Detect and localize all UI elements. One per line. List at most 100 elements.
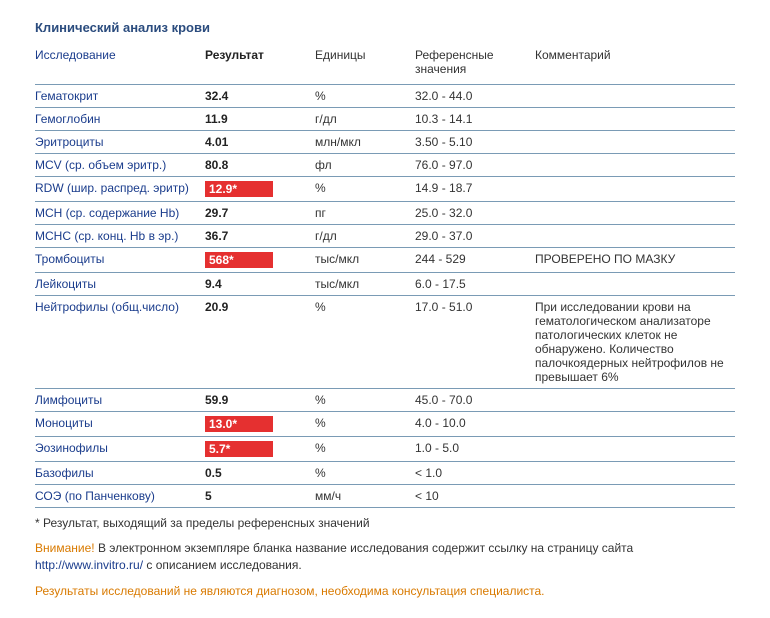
reference-range: < 1.0 bbox=[415, 462, 535, 485]
reference-range: 10.3 - 14.1 bbox=[415, 108, 535, 131]
result-value: 12.9* bbox=[205, 177, 315, 202]
result-value: 5 bbox=[205, 485, 315, 508]
result-value: 5.7* bbox=[205, 437, 315, 462]
footnote: * Результат, выходящий за пределы рефере… bbox=[35, 516, 735, 530]
notice-text-2: с описанием исследования. bbox=[143, 558, 302, 572]
test-name: Нейтрофилы (общ.число) bbox=[35, 296, 205, 389]
notice-link[interactable]: http://www.invitro.ru/ bbox=[35, 558, 143, 572]
comment: ПРОВЕРЕНО ПО МАЗКУ bbox=[535, 248, 735, 273]
result-value: 568* bbox=[205, 248, 315, 273]
reference-range: 1.0 - 5.0 bbox=[415, 437, 535, 462]
result-value: 20.9 bbox=[205, 296, 315, 389]
units: пг bbox=[315, 202, 415, 225]
comment bbox=[535, 225, 735, 248]
col-ref-header: Референсные значения bbox=[415, 43, 535, 85]
units: % bbox=[315, 437, 415, 462]
units: млн/мкл bbox=[315, 131, 415, 154]
reference-range: < 10 bbox=[415, 485, 535, 508]
col-test-header: Исследование bbox=[35, 43, 205, 85]
reference-range: 244 - 529 bbox=[415, 248, 535, 273]
reference-range: 3.50 - 5.10 bbox=[415, 131, 535, 154]
comment bbox=[535, 85, 735, 108]
comment bbox=[535, 437, 735, 462]
units: тыс/мкл bbox=[315, 273, 415, 296]
table-row: MCV (ср. объем эритр.)80.8фл76.0 - 97.0 bbox=[35, 154, 735, 177]
test-name: Базофилы bbox=[35, 462, 205, 485]
col-result-header: Результат bbox=[205, 43, 315, 85]
notice-text-1: В электронном экземпляре бланка название… bbox=[95, 541, 634, 555]
result-value: 0.5 bbox=[205, 462, 315, 485]
reference-range: 17.0 - 51.0 bbox=[415, 296, 535, 389]
units: % bbox=[315, 462, 415, 485]
units: г/дл bbox=[315, 108, 415, 131]
units: г/дл bbox=[315, 225, 415, 248]
units: % bbox=[315, 177, 415, 202]
table-row: RDW (шир. распред. эритр)12.9*%14.9 - 18… bbox=[35, 177, 735, 202]
test-name: Эритроциты bbox=[35, 131, 205, 154]
comment bbox=[535, 154, 735, 177]
test-name: MCV (ср. объем эритр.) bbox=[35, 154, 205, 177]
units: % bbox=[315, 296, 415, 389]
comment bbox=[535, 108, 735, 131]
col-units-header: Единицы bbox=[315, 43, 415, 85]
result-value: 80.8 bbox=[205, 154, 315, 177]
table-row: Лейкоциты9.4тыс/мкл6.0 - 17.5 bbox=[35, 273, 735, 296]
result-value: 59.9 bbox=[205, 389, 315, 412]
comment bbox=[535, 177, 735, 202]
table-row: СОЭ (по Панченкову)5мм/ч< 10 bbox=[35, 485, 735, 508]
comment bbox=[535, 389, 735, 412]
results-table: Исследование Результат Единицы Референсн… bbox=[35, 43, 735, 508]
result-value: 4.01 bbox=[205, 131, 315, 154]
result-value: 32.4 bbox=[205, 85, 315, 108]
reference-range: 45.0 - 70.0 bbox=[415, 389, 535, 412]
table-row: MCHC (ср. конц. Hb в эр.)36.7г/дл29.0 - … bbox=[35, 225, 735, 248]
notice-warn: Внимание! bbox=[35, 541, 95, 555]
table-row: Тромбоциты568*тыс/мкл244 - 529ПРОВЕРЕНО … bbox=[35, 248, 735, 273]
result-value: 11.9 bbox=[205, 108, 315, 131]
reference-range: 76.0 - 97.0 bbox=[415, 154, 535, 177]
reference-range: 25.0 - 32.0 bbox=[415, 202, 535, 225]
reference-range: 14.9 - 18.7 bbox=[415, 177, 535, 202]
result-value: 36.7 bbox=[205, 225, 315, 248]
comment bbox=[535, 273, 735, 296]
comment bbox=[535, 485, 735, 508]
test-name: Моноциты bbox=[35, 412, 205, 437]
comment bbox=[535, 131, 735, 154]
reference-range: 6.0 - 17.5 bbox=[415, 273, 535, 296]
units: мм/ч bbox=[315, 485, 415, 508]
table-row: Нейтрофилы (общ.число)20.9%17.0 - 51.0Пр… bbox=[35, 296, 735, 389]
test-name: Гематокрит bbox=[35, 85, 205, 108]
test-name: СОЭ (по Панченкову) bbox=[35, 485, 205, 508]
table-row: Эритроциты4.01млн/мкл3.50 - 5.10 bbox=[35, 131, 735, 154]
reference-range: 4.0 - 10.0 bbox=[415, 412, 535, 437]
result-value: 9.4 bbox=[205, 273, 315, 296]
table-row: MCH (ср. содержание Hb)29.7пг25.0 - 32.0 bbox=[35, 202, 735, 225]
table-row: Лимфоциты59.9%45.0 - 70.0 bbox=[35, 389, 735, 412]
test-name: MCHC (ср. конц. Hb в эр.) bbox=[35, 225, 205, 248]
comment: При исследовании крови на гематологическ… bbox=[535, 296, 735, 389]
test-name: RDW (шир. распред. эритр) bbox=[35, 177, 205, 202]
units: тыс/мкл bbox=[315, 248, 415, 273]
result-flag: 568* bbox=[205, 252, 273, 268]
report-title: Клинический анализ крови bbox=[35, 20, 735, 35]
comment bbox=[535, 412, 735, 437]
units: % bbox=[315, 85, 415, 108]
table-row: Гемоглобин11.9г/дл10.3 - 14.1 bbox=[35, 108, 735, 131]
test-name: MCH (ср. содержание Hb) bbox=[35, 202, 205, 225]
reference-range: 29.0 - 37.0 bbox=[415, 225, 535, 248]
result-value: 13.0* bbox=[205, 412, 315, 437]
result-flag: 5.7* bbox=[205, 441, 273, 457]
units: фл bbox=[315, 154, 415, 177]
test-name: Лимфоциты bbox=[35, 389, 205, 412]
comment bbox=[535, 202, 735, 225]
units: % bbox=[315, 389, 415, 412]
table-row: Гематокрит32.4%32.0 - 44.0 bbox=[35, 85, 735, 108]
reference-range: 32.0 - 44.0 bbox=[415, 85, 535, 108]
test-name: Гемоглобин bbox=[35, 108, 205, 131]
result-flag: 12.9* bbox=[205, 181, 273, 197]
col-comment-header: Комментарий bbox=[535, 43, 735, 85]
header-row: Исследование Результат Единицы Референсн… bbox=[35, 43, 735, 85]
test-name: Эозинофилы bbox=[35, 437, 205, 462]
test-name: Лейкоциты bbox=[35, 273, 205, 296]
table-row: Базофилы0.5%< 1.0 bbox=[35, 462, 735, 485]
